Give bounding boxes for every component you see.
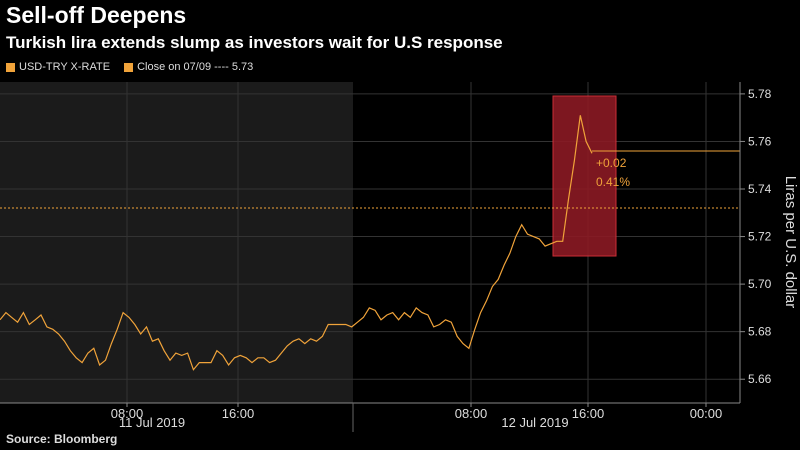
legend: USD-TRY X-RATE Close on 07/09 ---- 5.73 [6,61,267,73]
x-tick-label: 16:00 [222,406,255,421]
y-tick-label: 5.76 [748,134,772,148]
y-tick-label: 5.72 [748,230,772,244]
day-shade [0,82,353,403]
y-tick-label: 5.66 [748,372,772,386]
source-note: Source: Bloomberg [6,432,118,446]
legend-item-close: Close on 07/09 ---- 5.73 [124,61,253,73]
date-label-1: 11 Jul 2019 [119,415,185,430]
y-axis-label: Liras per U.S. dollar [782,176,799,309]
legend-item-series: USD-TRY X-RATE [6,61,110,73]
chart-subtitle: Turkish lira extends slump as investors … [6,33,503,52]
y-tick-label: 5.78 [748,87,772,101]
y-tick-label: 5.74 [748,182,772,196]
legend-swatch-series [6,62,15,72]
legend-swatch-close [124,62,134,72]
y-tick-label: 5.68 [748,325,772,339]
legend-label-close: Close on 07/09 ---- 5.73 [137,61,254,73]
series-line-usd-try [0,115,593,371]
x-tick-label: 16:00 [572,406,605,421]
y-tick-label: 5.70 [748,277,772,291]
date-label-2: 12 Jul 2019 [501,415,568,430]
x-tick-label: 00:00 [690,406,723,421]
y-ticks: 5.66 5.68 5.70 5.72 5.74 5.76 5.78 [740,87,772,386]
x-tick-label: 08:00 [111,406,144,421]
x-ticks: 08:00 16:00 08:00 16:00 00:00 [111,403,723,421]
highlight-box [552,95,617,257]
annotation-change: +0.02 [596,156,627,170]
chart-title: Sell-off Deepens [6,2,187,28]
legend-label-series: USD-TRY X-RATE [19,61,111,73]
annotation-percent: 0.41% [596,175,630,189]
x-tick-label: 08:00 [455,406,488,421]
grid [0,82,740,403]
